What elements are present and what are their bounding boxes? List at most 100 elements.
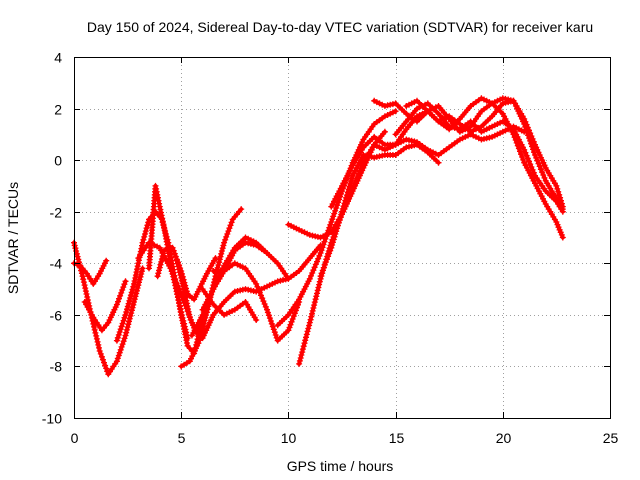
data-point: [289, 316, 296, 322]
x-tick-label: 0: [71, 430, 79, 446]
series-sat-h: [154, 244, 219, 303]
data-point: [298, 352, 305, 358]
x-tick-label: 5: [178, 430, 186, 446]
data-point: [325, 230, 332, 237]
data-point: [259, 295, 266, 302]
data-point: [91, 326, 98, 333]
data-point: [521, 146, 528, 153]
data-point: [245, 286, 252, 293]
data-point: [156, 200, 163, 207]
data-point: [322, 259, 329, 265]
data-point: [497, 96, 504, 103]
series-sat-b: [71, 257, 110, 287]
data-point: [363, 152, 370, 159]
data-point: [122, 332, 129, 339]
data-point: [120, 317, 127, 324]
data-point: [118, 323, 125, 330]
data-point: [179, 273, 186, 280]
data-series-layer: [71, 95, 566, 378]
series-sat-o: [274, 108, 399, 329]
data-point: [400, 137, 407, 144]
data-point: [315, 255, 322, 262]
data-point: [499, 128, 506, 135]
data-point: [96, 344, 102, 351]
data-point: [122, 311, 129, 318]
data-point: [143, 225, 150, 232]
data-point: [348, 175, 355, 182]
data-point: [121, 281, 128, 288]
data-point: [288, 222, 295, 229]
data-point: [559, 208, 566, 215]
axis-ticks: [74, 57, 611, 419]
data-point: [261, 301, 268, 307]
data-point: [329, 239, 336, 246]
data-point: [522, 123, 529, 130]
data-point: [312, 261, 319, 268]
data-point: [184, 335, 191, 342]
data-point: [253, 317, 260, 323]
data-point: [269, 280, 276, 287]
data-point: [335, 199, 342, 206]
data-point: [115, 298, 121, 305]
data-point: [376, 144, 383, 151]
data-point: [322, 231, 329, 238]
data-point: [177, 265, 184, 272]
data-point: [341, 200, 348, 207]
data-point: [91, 323, 97, 330]
data-point: [296, 357, 303, 364]
data-point: [254, 283, 261, 290]
data-point: [514, 142, 521, 149]
data-point: [119, 341, 126, 348]
data-point: [432, 150, 439, 157]
data-point: [320, 264, 327, 271]
data-point: [517, 148, 523, 155]
data-point: [528, 164, 535, 170]
data-point: [158, 258, 165, 265]
x-axis-label: GPS time / hours: [287, 458, 394, 474]
data-point: [290, 313, 297, 320]
data-point: [502, 99, 509, 106]
y-tick-label: 4: [54, 50, 62, 66]
data-point: [446, 123, 453, 130]
data-point: [139, 265, 146, 272]
data-point: [326, 250, 333, 257]
data-point: [266, 315, 273, 322]
data-point: [160, 250, 167, 257]
data-point: [296, 360, 303, 367]
data-point: [330, 213, 337, 220]
data-point: [182, 282, 189, 289]
data-point: [138, 271, 145, 277]
data-point: [99, 356, 106, 363]
data-point: [114, 334, 121, 341]
data-point: [166, 245, 173, 252]
data-point: [158, 256, 165, 262]
data-point: [387, 110, 394, 117]
data-point: [97, 350, 104, 357]
data-point: [329, 242, 336, 248]
data-point: [314, 287, 321, 294]
data-point: [343, 192, 350, 199]
data-point: [518, 151, 524, 158]
data-point: [462, 133, 469, 140]
data-point: [272, 279, 278, 286]
data-point: [310, 267, 317, 274]
data-point: [311, 302, 318, 309]
data-point: [115, 352, 122, 359]
plot-frame: [74, 57, 611, 419]
data-point: [266, 282, 273, 289]
data-point: [220, 242, 227, 249]
data-point: [532, 152, 538, 158]
data-point: [311, 264, 318, 271]
data-point: [137, 273, 144, 280]
data-point: [316, 252, 323, 259]
data-point: [253, 288, 260, 295]
data-point: [128, 307, 135, 314]
data-point: [348, 178, 355, 185]
data-point: [267, 318, 274, 324]
data-point: [467, 128, 474, 135]
data-point: [339, 208, 345, 215]
data-point: [379, 101, 386, 108]
data-point: [169, 244, 176, 251]
data-point: [305, 325, 312, 332]
data-point: [309, 270, 316, 276]
